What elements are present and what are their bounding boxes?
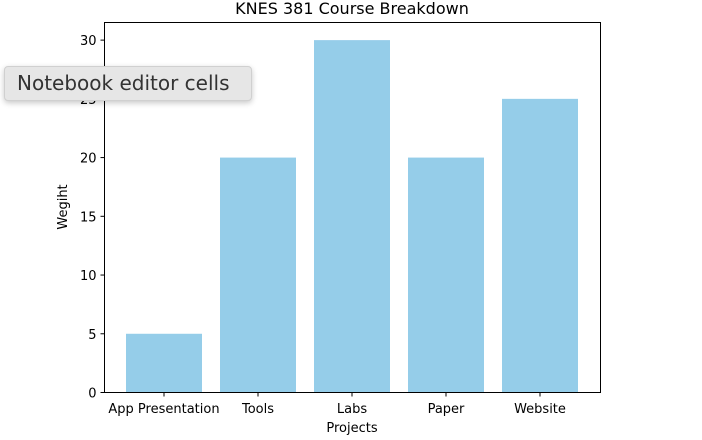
y-tick-label: 0 [88,387,96,402]
tooltip: Notebook editor cells [4,66,252,101]
x-axis: App Presentation Tools Labs Paper Website [108,392,566,417]
bar [220,157,296,393]
x-tick-label: Paper [428,402,465,417]
y-tick-label: 5 [88,328,96,343]
chart-title: KNES 381 Course Breakdown [235,0,469,18]
x-tick-label: Labs [337,402,367,417]
y-tick-label: 20 [80,152,97,167]
bar [126,333,202,393]
bar [314,40,390,393]
bar [502,98,578,393]
y-tick-label: 30 [80,34,97,49]
bars-group [126,40,578,393]
x-axis-label: Projects [326,421,377,436]
x-tick-label: App Presentation [108,402,219,417]
x-tick-label: Website [514,402,566,417]
x-tick-label: Tools [241,402,274,417]
y-axis-label: Wegiht [56,184,71,229]
y-tick-label: 10 [80,269,97,284]
bar [408,157,484,393]
y-tick-label: 15 [80,210,97,225]
